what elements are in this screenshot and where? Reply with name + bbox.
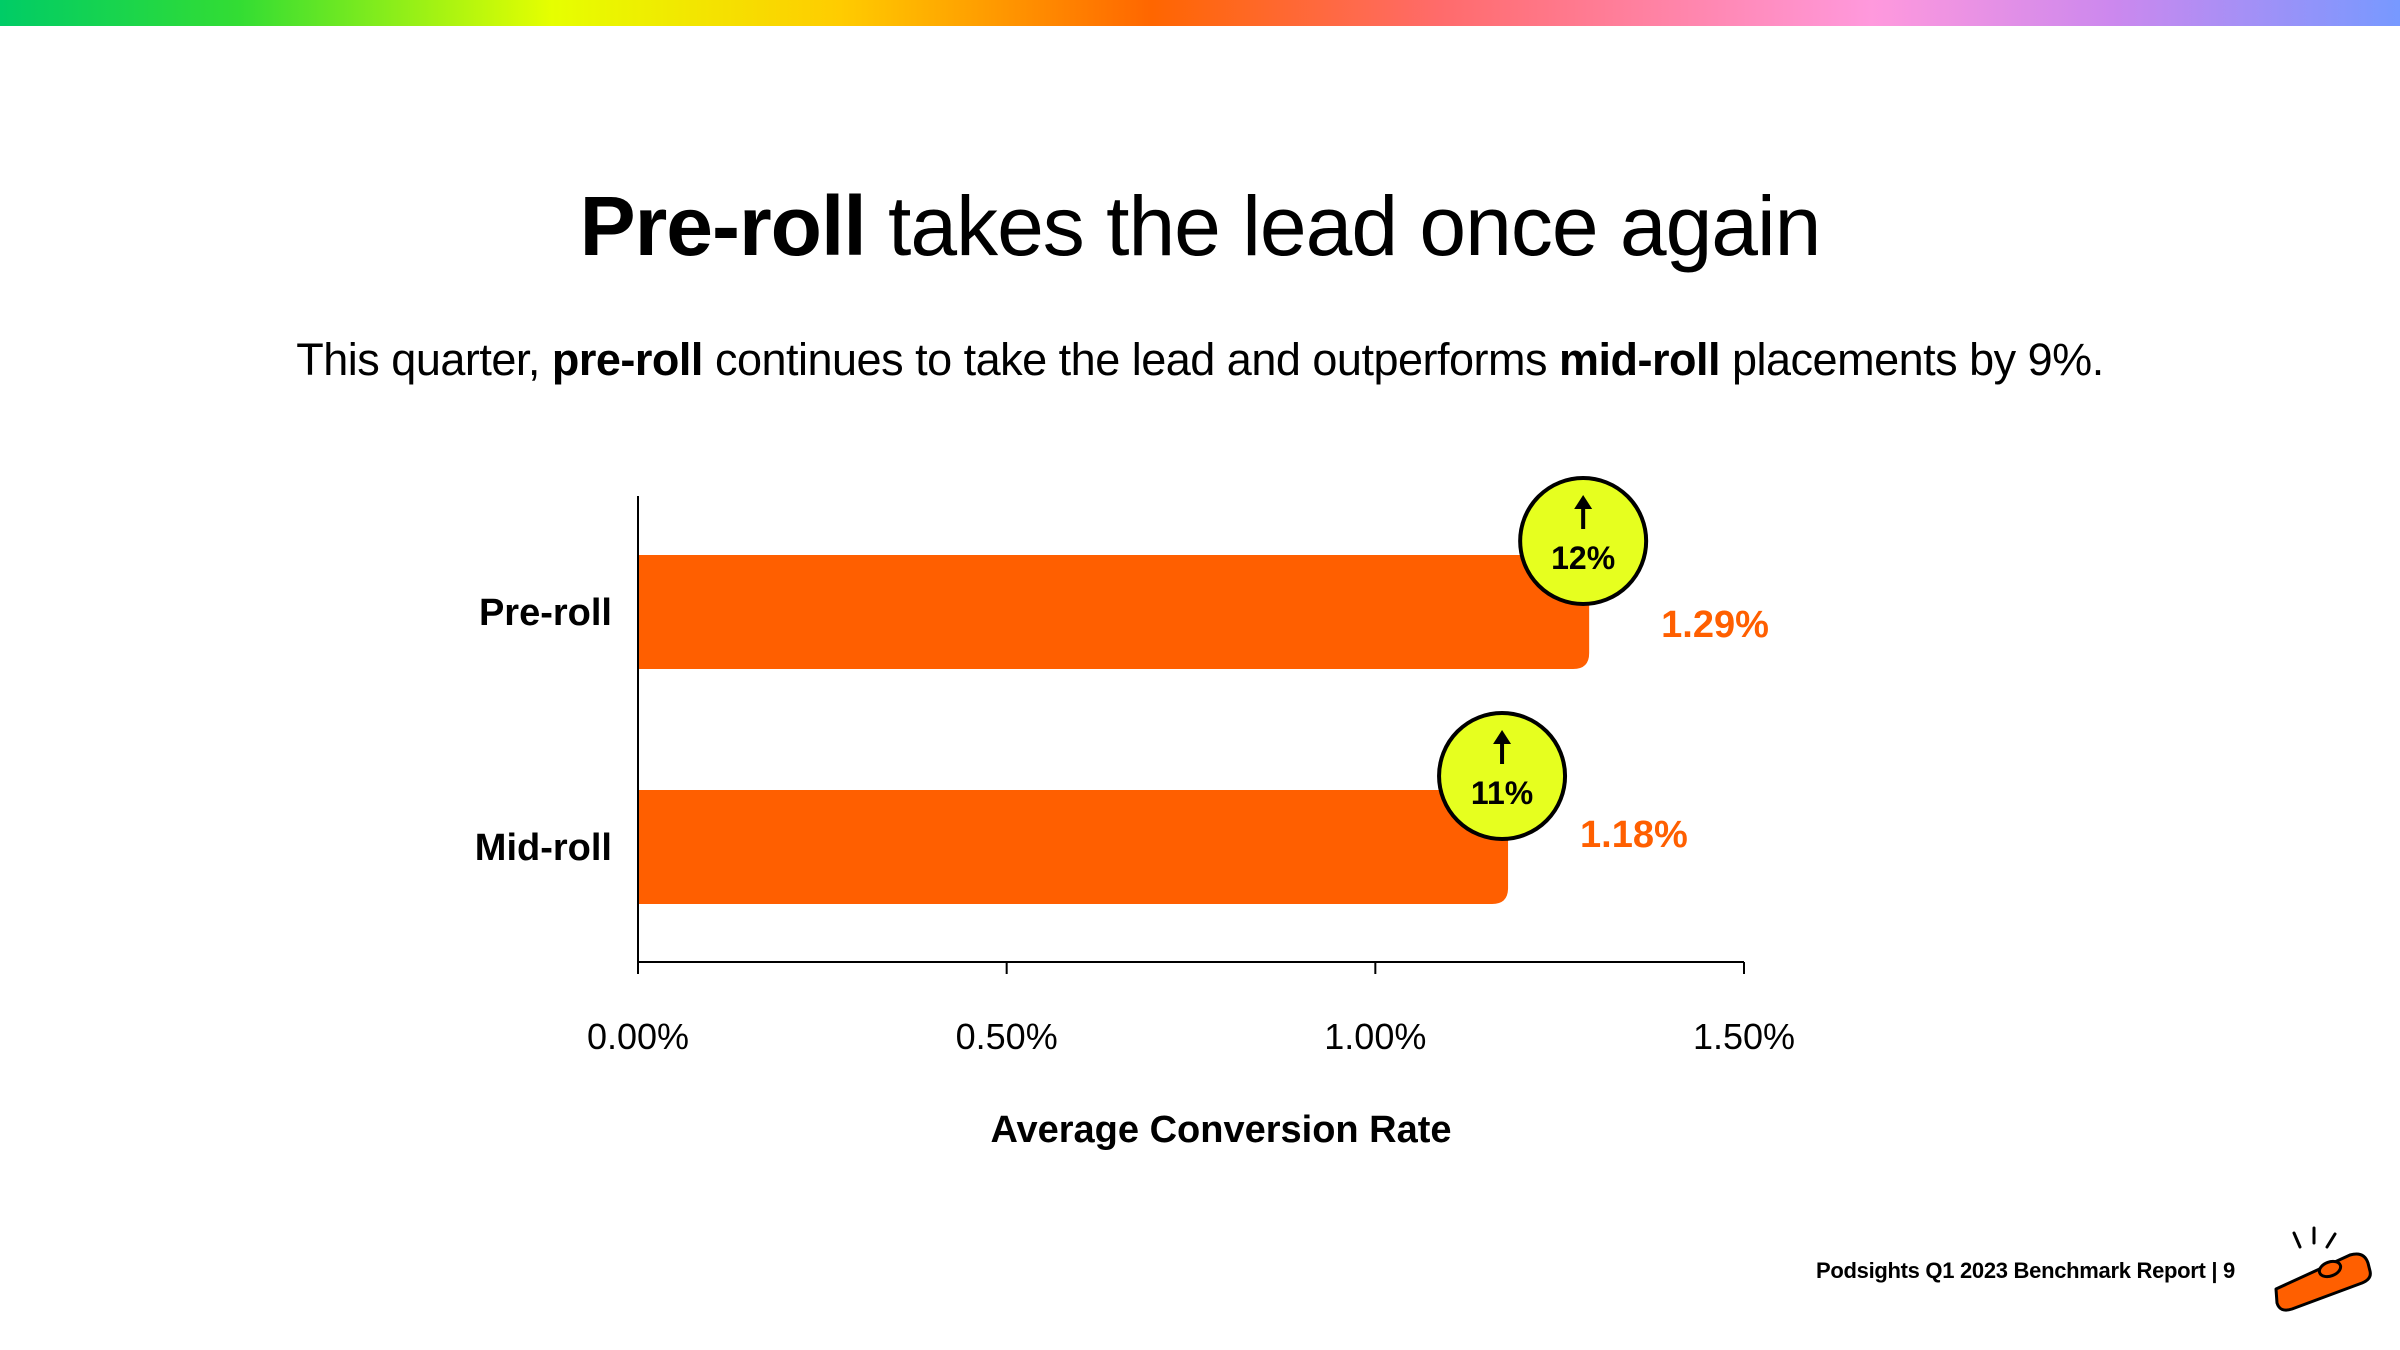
x-tick-label: 1.50% <box>1693 1016 1795 1057</box>
subtitle-part3: placements by 9%. <box>1720 334 2104 385</box>
value-label: 1.18% <box>1580 814 1688 856</box>
title-rest: takes the lead once again <box>865 179 1821 273</box>
badge-circle <box>1518 476 1649 606</box>
footer-report-label: Podsights Q1 2023 Benchmark Report | 9 <box>1815 1258 2235 1283</box>
x-tick-label: 0.00% <box>587 1016 689 1057</box>
page-title: Pre-roll takes the lead once again <box>0 178 2400 275</box>
x-axis-label: Average Conversion Rate <box>990 1109 1451 1151</box>
subtitle-bold1: pre-roll <box>551 334 704 385</box>
badge-label: 11% <box>1471 775 1533 811</box>
up-arrow-head-icon <box>1493 730 1512 744</box>
bar-mid-roll <box>638 790 1509 904</box>
bar-pre-roll <box>638 555 1590 669</box>
page-subtitle: This quarter, pre-roll continues to take… <box>0 334 2400 386</box>
title-bold: Pre-roll <box>579 179 867 273</box>
badge-circle <box>1437 711 1568 841</box>
rainbow-top-bar <box>0 0 2400 26</box>
up-arrow-head-icon <box>1574 495 1593 509</box>
value-label: 1.29% <box>1661 604 1769 646</box>
category-label: Mid-roll <box>475 827 612 869</box>
subtitle-part2: continues to take the lead and outperfor… <box>702 334 1559 385</box>
x-tick-label: 0.50% <box>956 1016 1058 1057</box>
category-label: Pre-roll <box>479 592 612 634</box>
subtitle-part1: This quarter, <box>296 334 552 385</box>
x-tick-label: 1.00% <box>1324 1016 1426 1057</box>
kazoo-logo-icon <box>2274 1226 2372 1312</box>
subtitle-bold2: mid-roll <box>1559 334 1721 385</box>
badge-label: 12% <box>1551 540 1615 576</box>
